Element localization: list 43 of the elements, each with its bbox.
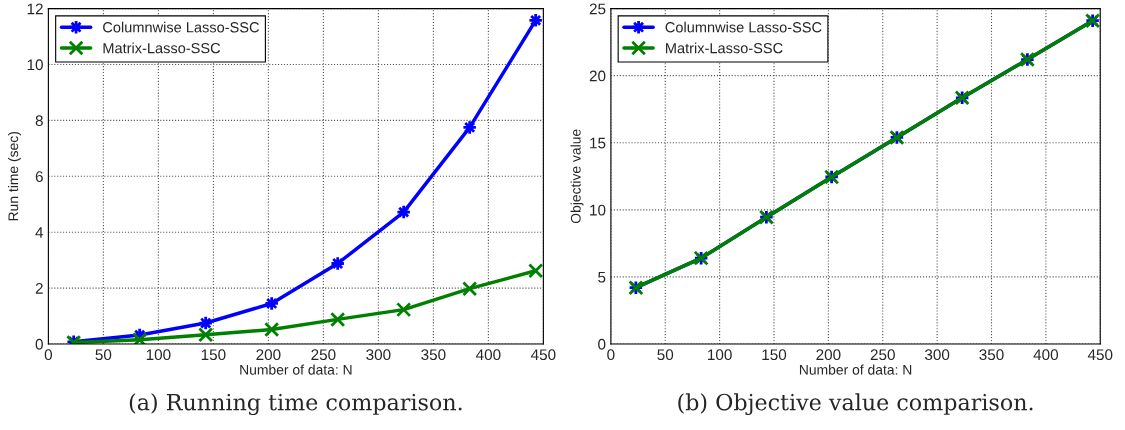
legend-label: Matrix-Lasso-SSC — [666, 42, 783, 54]
y-tick-label: 25 — [589, 3, 606, 15]
x-tick-label: 300 — [924, 349, 950, 361]
x-tick-label: 300 — [366, 349, 391, 361]
text: (a) Running time comparison. — [129, 393, 462, 416]
x-tick-label: 0 — [44, 349, 53, 361]
x-tick-label: 50 — [95, 349, 112, 361]
y-axis-title: Run time (sec) — [8, 132, 21, 221]
y-tick-label: 10 — [27, 59, 43, 71]
y-tick-label: 4 — [35, 227, 44, 238]
x-tick-label: 0 — [607, 349, 615, 361]
y-axis-title: Objective value — [570, 129, 584, 224]
y-tick-label: 20 — [589, 70, 606, 82]
x-tick-label: 400 — [1033, 349, 1059, 361]
x-tick-label: 400 — [475, 349, 501, 361]
y-tick-label: 8 — [35, 115, 43, 127]
x-tick-label: 150 — [201, 349, 226, 361]
y-tick-label: 6 — [35, 171, 43, 182]
x-tick-label: 50 — [657, 349, 674, 361]
x-tick-label: 250 — [870, 349, 895, 361]
text: (b) Objective value comparison. — [678, 393, 1033, 416]
legend-label: Matrix-Lasso-SSC — [103, 42, 221, 54]
y-tick-label: 0 — [35, 338, 43, 350]
x-tick-label: 200 — [816, 349, 841, 361]
x-tick-label: 450 — [1087, 349, 1113, 361]
x-tick-label: 100 — [146, 349, 171, 361]
x-tick-label: 250 — [311, 349, 336, 361]
x-tick-label: 350 — [421, 349, 446, 361]
x-tick-label: 450 — [530, 349, 556, 361]
y-tick-label: 0 — [598, 338, 606, 350]
y-tick-label: 2 — [35, 282, 43, 294]
legend-label: Columnwise Lasso-SSC — [665, 21, 822, 33]
y-tick-label: 5 — [598, 271, 606, 283]
x-tick-label: 350 — [979, 349, 1004, 361]
y-tick-label: 15 — [590, 137, 606, 149]
x-axis-title: Number of data: N — [240, 364, 352, 375]
x-tick-label: 100 — [708, 349, 732, 361]
legend-label: Columnwise Lasso-SSC — [103, 21, 260, 33]
x-tick-label: 200 — [256, 349, 281, 361]
x-axis-title: Number of data: N — [799, 364, 912, 375]
y-tick-label: 12 — [27, 3, 43, 15]
y-tick-label: 10 — [590, 204, 606, 216]
x-tick-label: 150 — [762, 349, 787, 361]
